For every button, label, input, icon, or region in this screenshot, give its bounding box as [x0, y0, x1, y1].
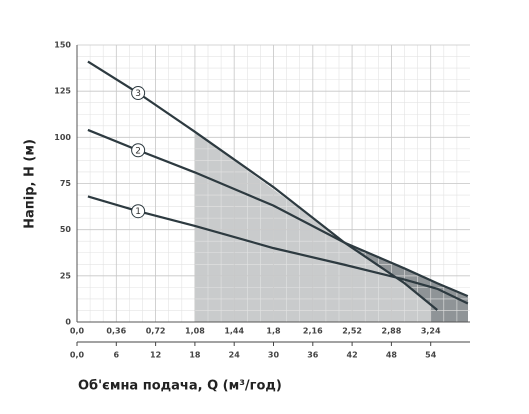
x2-tick-label: 42 — [347, 351, 358, 360]
y-tick-label: 0 — [65, 318, 71, 327]
x-tick-label: 1,08 — [185, 327, 205, 336]
x2-tick-label: 30 — [268, 351, 280, 360]
y-tick-label: 100 — [54, 133, 71, 142]
y-tick-label: 25 — [60, 271, 72, 280]
x-tick-label: 0,72 — [146, 327, 166, 336]
y-tick-label: 50 — [60, 225, 72, 234]
x2-tick-label: 36 — [307, 351, 319, 360]
x2-tick-label: 24 — [229, 351, 241, 360]
curve-marker — [131, 86, 146, 101]
y-tick-label: 150 — [54, 41, 71, 50]
operating-range-extra — [345, 242, 468, 322]
curve-marker — [131, 204, 146, 219]
curve-label: 3 — [135, 89, 141, 99]
curve-marker — [131, 143, 146, 158]
x2-tick-label: 0,0 — [70, 351, 85, 360]
pump-curve — [87, 195, 469, 305]
x2-tick-label: 18 — [189, 351, 201, 360]
x-tick-label: 1,8 — [266, 327, 281, 336]
x2-tick-label: 12 — [150, 351, 161, 360]
x-tick-label: 3,24 — [421, 327, 441, 336]
curve-label: 1 — [135, 207, 141, 217]
x-tick-label: 2,16 — [303, 327, 323, 336]
x-tick-label: 0,36 — [106, 327, 126, 336]
x-axis-title: Об'ємна подача, Q (м³/год) — [78, 379, 282, 394]
y-tick-label: 75 — [60, 179, 72, 188]
x-tick-label: 1,44 — [224, 327, 244, 336]
x-tick-label: 2,52 — [342, 327, 362, 336]
x-tick-label: 2,88 — [382, 327, 402, 336]
x2-tick-label: 48 — [386, 351, 398, 360]
y-axis-title: Напір, Н (м) — [23, 139, 38, 229]
y-tick-label: 125 — [54, 87, 71, 96]
curve-label: 2 — [135, 146, 141, 156]
x2-tick-label: 54 — [425, 351, 437, 360]
x-tick-label: 0,0 — [70, 327, 85, 336]
pump-curve — [87, 128, 469, 298]
x2-tick-label: 6 — [114, 351, 120, 360]
